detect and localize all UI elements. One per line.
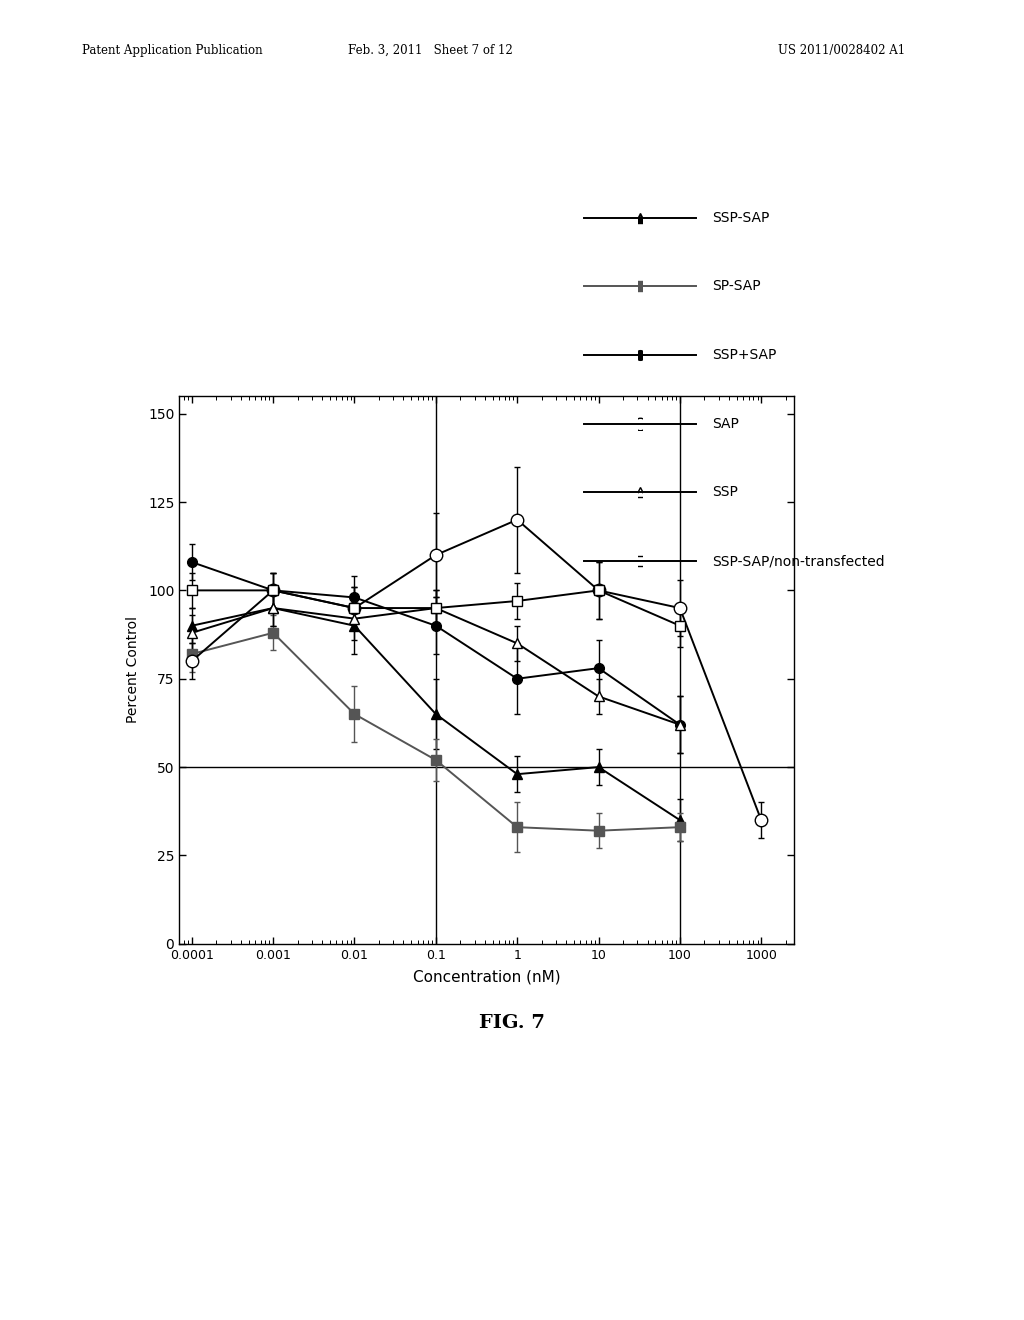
Text: Patent Application Publication: Patent Application Publication bbox=[82, 44, 262, 57]
Text: SSP+SAP: SSP+SAP bbox=[712, 348, 776, 362]
Text: SP-SAP: SP-SAP bbox=[712, 280, 760, 293]
Text: Feb. 3, 2011   Sheet 7 of 12: Feb. 3, 2011 Sheet 7 of 12 bbox=[348, 44, 512, 57]
X-axis label: Concentration (nM): Concentration (nM) bbox=[413, 970, 560, 985]
Text: FIG. 7: FIG. 7 bbox=[479, 1014, 545, 1032]
Text: SSP-SAP: SSP-SAP bbox=[712, 211, 769, 224]
Text: SSP-SAP/non-transfected: SSP-SAP/non-transfected bbox=[712, 554, 885, 568]
Text: US 2011/0028402 A1: US 2011/0028402 A1 bbox=[778, 44, 905, 57]
Text: SSP: SSP bbox=[712, 486, 737, 499]
Y-axis label: Percent Control: Percent Control bbox=[126, 616, 139, 723]
Text: SAP: SAP bbox=[712, 417, 738, 430]
